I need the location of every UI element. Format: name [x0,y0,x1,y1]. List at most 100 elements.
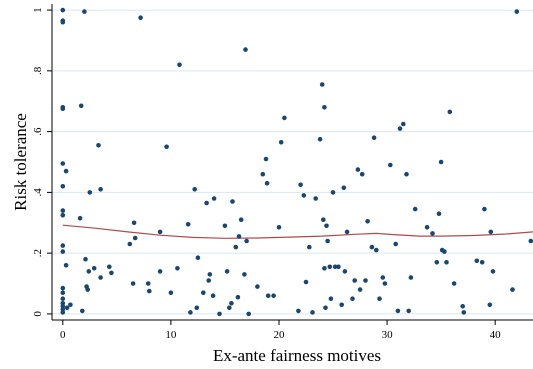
data-point [298,182,303,188]
data-point [359,171,365,177]
data-point [242,272,247,277]
data-point [235,294,241,300]
data-point [60,106,66,112]
data-point [482,206,487,212]
data-point [322,105,327,110]
data-point [510,287,515,292]
y-tick-label: .8 [32,66,44,75]
data-point [380,275,386,280]
data-point [357,287,363,292]
data-point [227,305,232,311]
data-point [444,260,449,265]
data-point [188,310,193,315]
y-tick-label: 1 [32,7,44,13]
data-point [64,305,70,311]
data-point [369,244,375,250]
data-point [145,281,151,286]
data-point [246,311,251,317]
data-point [371,135,377,140]
data-point [263,156,269,162]
fit-line [62,224,533,239]
data-point [328,296,334,302]
data-point [332,264,338,270]
data-point [60,310,66,315]
data-point [303,279,309,285]
data-point [60,296,66,302]
data-point [330,190,336,195]
data-point [323,305,328,311]
data-point [322,266,327,271]
data-point [339,302,345,308]
data-point [224,269,230,274]
data-point [442,249,447,254]
data-point [265,293,271,299]
data-point [238,217,244,222]
data-point [382,281,388,286]
data-point [374,247,379,253]
data-point [77,215,83,221]
data-point [264,181,270,186]
data-point [222,223,228,229]
data-point [107,264,112,270]
data-point [131,220,137,226]
data-point [438,159,444,165]
data-point [244,238,249,244]
data-point [229,301,234,306]
data-point [233,244,239,250]
data-point [350,296,355,302]
y-tick-label: .6 [32,127,44,136]
data-point [363,278,368,283]
y-axis-title: Risk tolerance [11,113,30,211]
data-point [447,109,453,115]
data-point [195,255,201,260]
data-point [80,308,85,314]
data-point [177,62,182,68]
data-point [528,238,533,244]
data-point [388,162,393,168]
data-point [210,293,216,299]
x-tick-label: 30 [382,329,394,341]
data-point [63,263,69,268]
data-point [324,223,329,229]
data-point [194,305,200,311]
data-point [424,225,430,230]
x-tick-label: 40 [490,329,502,341]
data-point [321,217,326,222]
data-point [68,302,73,308]
data-point [201,290,206,296]
data-point [98,187,103,192]
data-point [157,269,163,274]
data-point [175,266,180,271]
x-tick-label: 0 [60,329,66,341]
data-point [514,9,520,14]
fit-line-layer [62,224,533,239]
tick-labels: 0.2.4.6.810 10 20 30 40 [32,7,501,341]
data-point [60,184,66,189]
data-point [138,15,143,20]
data-point [243,47,248,52]
data-point [479,260,485,265]
data-point [355,167,361,172]
data-point [132,235,138,241]
data-point [310,310,315,315]
data-point [83,256,88,262]
data-point [301,193,307,198]
data-point [63,168,69,174]
y-tick-label: .4 [32,188,44,197]
data-point [430,231,435,236]
data-point [395,308,401,314]
data-point [96,143,101,148]
data-point [60,212,66,218]
data-point [207,272,213,277]
data-point [451,281,457,286]
gridlines [52,9,533,315]
data-point [185,222,191,227]
data-point [336,264,341,270]
data-point [487,302,493,308]
data-point [401,121,406,127]
data-point [217,311,222,317]
data-point [406,308,412,314]
data-point [147,288,152,294]
data-point [204,200,209,206]
